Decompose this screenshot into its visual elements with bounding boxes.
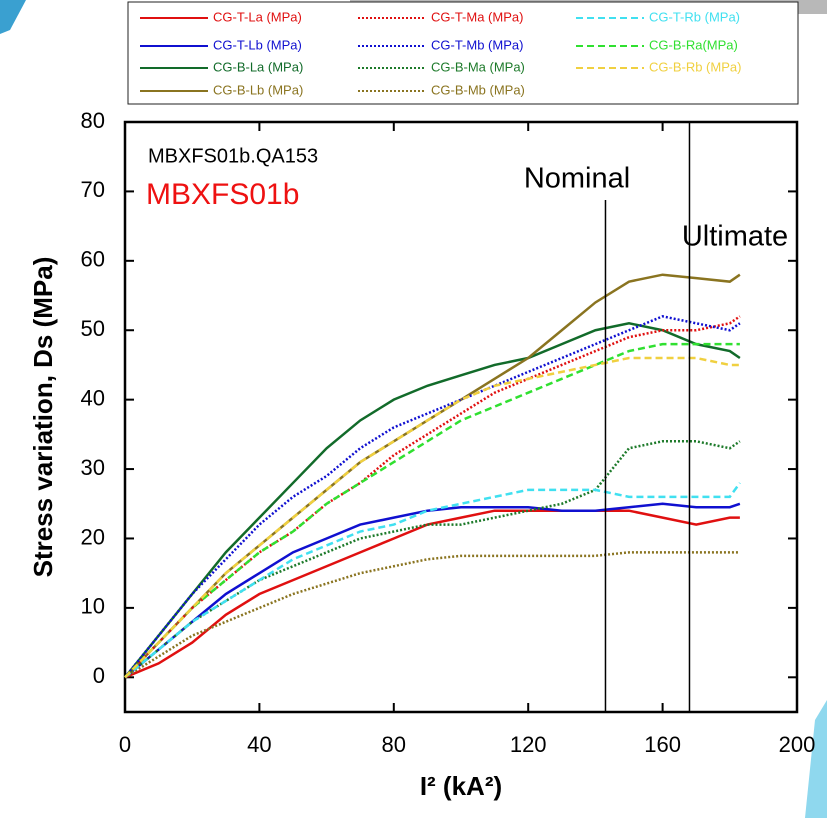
y-tick-label: 80 bbox=[81, 108, 105, 133]
annotation: MBXFS01b bbox=[146, 178, 299, 211]
series-line bbox=[124, 315, 741, 679]
x-tick-label: 40 bbox=[247, 732, 271, 757]
annotation: Nominal bbox=[524, 163, 630, 195]
annotation: MBXFS01b.QA153 bbox=[148, 145, 318, 167]
legend-label: CG-B-Ra(MPa) bbox=[649, 37, 738, 52]
decor bbox=[805, 700, 827, 818]
plot-frame bbox=[123, 120, 799, 714]
legend-label: CG-B-Mb (MPa) bbox=[431, 82, 525, 97]
series-line bbox=[124, 509, 740, 679]
x-tick-label: 0 bbox=[119, 732, 131, 757]
decor bbox=[0, 0, 26, 34]
y-axis-title: Stress variation, Ds (MPa) bbox=[28, 257, 58, 578]
x-tick-label: 80 bbox=[382, 732, 406, 757]
x-tick-label: 200 bbox=[779, 732, 816, 757]
series-line bbox=[124, 322, 741, 679]
series-line bbox=[124, 273, 741, 679]
y-tick-label: 30 bbox=[81, 455, 105, 480]
series-line bbox=[124, 482, 741, 679]
legend-label: CG-B-La (MPa) bbox=[213, 59, 303, 74]
y-tick-label: 50 bbox=[81, 316, 105, 341]
legend-label: CG-T-Rb (MPa) bbox=[649, 9, 740, 24]
y-tick-label: 70 bbox=[81, 177, 105, 202]
series-line bbox=[124, 342, 740, 679]
series-line bbox=[124, 315, 741, 679]
x-axis-title: I² (kA²) bbox=[420, 771, 502, 801]
legend-label: CG-T-Lb (MPa) bbox=[213, 37, 302, 52]
legend-label: CG-B-Lb (MPa) bbox=[213, 82, 303, 97]
series-line bbox=[124, 551, 740, 679]
y-tick-label: 10 bbox=[81, 594, 105, 619]
y-tick-label: 60 bbox=[81, 247, 105, 272]
y-tick-label: 20 bbox=[81, 524, 105, 549]
legend-label: CG-T-Ma (MPa) bbox=[431, 9, 523, 24]
legend bbox=[127, 1, 799, 105]
legend-label: CG-B-Ma (MPa) bbox=[431, 59, 525, 74]
series-line bbox=[124, 356, 740, 679]
x-tick-label: 120 bbox=[510, 732, 547, 757]
x-tick-label: 160 bbox=[644, 732, 681, 757]
annotation: Ultimate bbox=[682, 221, 788, 253]
legend-label: CG-T-Mb (MPa) bbox=[431, 37, 523, 52]
series-line bbox=[124, 502, 741, 679]
legend-label: CG-T-La (MPa) bbox=[213, 9, 302, 24]
y-tick-label: 0 bbox=[93, 663, 105, 688]
legend-label: CG-B-Rb (MPa) bbox=[649, 59, 741, 74]
y-tick-label: 40 bbox=[81, 385, 105, 410]
